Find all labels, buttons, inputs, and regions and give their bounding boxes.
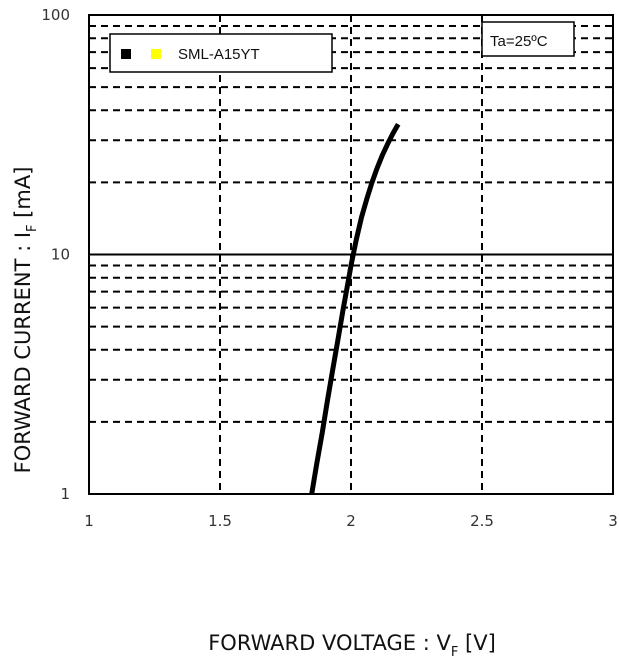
plot-frame — [88, 14, 614, 495]
x-axis-title-main: FORWARD VOLTAGE : V — [208, 631, 451, 655]
x-tick-labels: 1 1.5 2 2.5 3 — [84, 512, 618, 530]
x-tick-label: 3 — [608, 512, 618, 530]
y-axis-title-unit: [mA] — [11, 167, 35, 225]
x-tick-label: 2.5 — [470, 512, 494, 530]
legend-marker-yellow — [151, 49, 161, 59]
x-tick-label: 1 — [84, 512, 94, 530]
y-tick-label: 1 — [60, 485, 70, 503]
plot-area — [309, 122, 401, 495]
annotation-box — [481, 21, 575, 57]
x-tick-label: 1.5 — [208, 512, 232, 530]
y-tick-label: 10 — [51, 246, 70, 264]
annotation-text: Ta=25ºC — [490, 33, 548, 50]
legend: SML-A15YT — [109, 33, 333, 73]
legend-box — [109, 33, 333, 73]
x-axis-title: FORWARD VOLTAGE : VF [V] — [208, 631, 496, 660]
temperature-annotation: Ta=25ºC — [481, 21, 575, 57]
y-tick-labels: 1 10 100 — [41, 6, 70, 503]
series-line — [309, 122, 401, 495]
y-axis-title-main: FORWARD CURRENT : I — [11, 232, 35, 473]
y-tick-label: 100 — [41, 6, 70, 24]
y-axis-title-sub: F — [25, 224, 40, 231]
y-axis-title: FORWARD CURRENT : IF [mA] — [11, 167, 40, 474]
legend-label: SML-A15YT — [178, 46, 260, 63]
legend-marker-black — [121, 49, 131, 59]
x-axis-title-sub: F — [451, 645, 458, 660]
x-axis-title-unit: [V] — [458, 631, 495, 655]
x-tick-label: 2 — [346, 512, 356, 530]
